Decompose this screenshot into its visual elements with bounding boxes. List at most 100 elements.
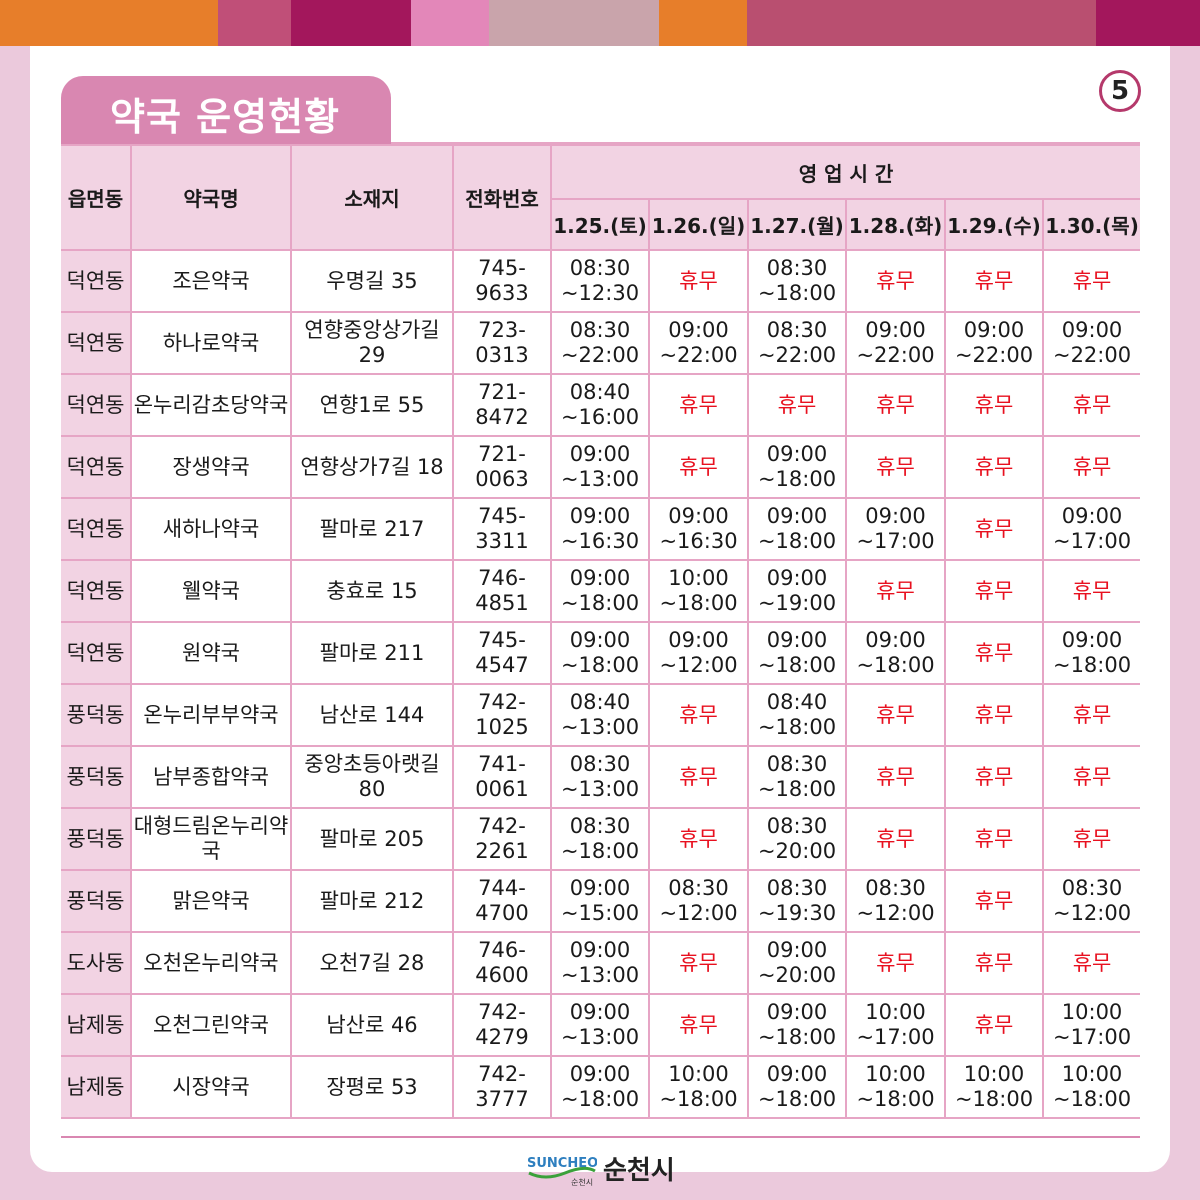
page-title: 약국 운영현황: [110, 95, 340, 139]
close-time: ~12:30: [560, 281, 640, 305]
cell-area: 남제동: [61, 1055, 132, 1119]
cell-hours: 휴무: [845, 807, 946, 871]
cell-pharmacy-name: 조은약국: [130, 249, 292, 313]
cell-area: 덕연동: [61, 249, 132, 313]
cell-area: 풍덕동: [61, 869, 132, 933]
cell-hours: 휴무: [944, 373, 1044, 437]
close-time: ~22:00: [757, 343, 837, 367]
table-row: 덕연동 웰약국 충효로 15 746-4851 09:00 ~18:00 10:00 ~18:…: [61, 559, 1141, 623]
open-time: 09:00: [569, 442, 631, 466]
open-time: 08:30: [1061, 876, 1123, 900]
closed-label: 휴무: [876, 454, 915, 479]
cell-hours: 휴무: [944, 683, 1044, 747]
cell-hours: 휴무: [845, 435, 946, 499]
cell-hours: 08:30 ~12:00: [648, 869, 749, 933]
cell-hours: 08:30 ~20:00: [747, 807, 847, 871]
closed-label: 휴무: [1072, 392, 1112, 417]
open-time: 08:40: [569, 690, 631, 714]
table-row: 남제동 오천그린약국 남산로 46 742-4279 09:00 ~13:00 휴무 09:0…: [61, 993, 1141, 1057]
table-row: 덕연동 장생약국 연향상가7길 18 721-0063 09:00 ~13:00 휴무 09:…: [61, 435, 1141, 499]
table-bottom-line: [61, 1136, 1140, 1138]
closed-label: 휴무: [974, 640, 1014, 665]
cell-hours: 휴무: [944, 869, 1044, 933]
cell-hours: 10:00 ~17:00: [845, 993, 946, 1057]
open-time: 08:30: [865, 876, 926, 900]
cell-hours: 09:00 ~18:00: [747, 621, 847, 685]
close-time: ~18:00: [757, 777, 837, 801]
cell-area: 도사동: [61, 931, 132, 995]
cell-hours: 휴무: [845, 249, 946, 313]
cell-hours: 09:00 ~13:00: [550, 931, 650, 995]
table-row: 덕연동 원약국 팔마로 211 745-4547 09:00 ~18:00 09:00 ~12…: [61, 621, 1141, 685]
open-time: 09:00: [668, 318, 729, 342]
open-time: 09:00: [569, 876, 631, 900]
top-color-bar: [0, 0, 1200, 46]
cell-hours: 10:00 ~17:00: [1041, 993, 1141, 1057]
cell-hours: 09:00 ~18:00: [747, 993, 847, 1057]
cell-address: 우명길 35: [290, 249, 454, 313]
closed-label: 휴무: [1072, 268, 1112, 293]
cell-hours: 08:30 ~19:30: [747, 869, 847, 933]
open-time: 09:00: [569, 938, 631, 962]
cell-address: 연향상가7길 18: [290, 435, 454, 499]
cell-hours: 09:00 ~15:00: [550, 869, 650, 933]
open-time: 09:00: [766, 442, 828, 466]
open-time: 09:00: [766, 628, 828, 652]
close-time: ~12:00: [659, 653, 738, 677]
open-time: 08:40: [766, 690, 828, 714]
close-time: ~18:00: [560, 1087, 640, 1111]
close-time: ~16:00: [560, 405, 640, 429]
open-time: 09:00: [569, 1000, 631, 1024]
close-time: ~13:00: [560, 715, 640, 739]
cell-hours: 09:00 ~18:00: [1041, 621, 1141, 685]
open-time: 09:00: [1061, 318, 1123, 342]
closed-label: 휴무: [1072, 702, 1112, 727]
cell-address: 연향1로 55: [290, 373, 454, 437]
cell-address: 장평로 53: [290, 1055, 454, 1119]
table-row: 남제동 시장약국 장평로 53 742-3777 09:00 ~18:00 10:00 ~18…: [61, 1055, 1141, 1119]
table-row: 덕연동 새하나약국 팔마로 217 745-3311 09:00 ~16:30 09:00 ~…: [61, 497, 1141, 561]
cell-hours: 08:30 ~18:00: [747, 745, 847, 809]
cell-phone: 746-4600: [452, 931, 552, 995]
open-time: 09:00: [766, 1062, 828, 1086]
open-time: 09:00: [865, 504, 926, 528]
bar-seg: [218, 0, 291, 46]
cell-hours: 09:00 ~22:00: [1041, 311, 1141, 375]
cell-address: 충효로 15: [290, 559, 454, 623]
cell-hours: 휴무: [648, 807, 749, 871]
cell-hours: 휴무: [648, 435, 749, 499]
closed-label: 휴무: [974, 392, 1014, 417]
open-time: 10:00: [1061, 1062, 1123, 1086]
title-tab: [61, 76, 391, 144]
bar-seg: [747, 0, 1096, 46]
table-body: 덕연동 조은약국 우명길 35 745-9633 08:30 ~12:30 휴무 08:30 ~…: [61, 249, 1141, 1119]
cell-hours: 휴무: [944, 931, 1044, 995]
header-top-line: [391, 142, 1140, 144]
cell-hours: 09:00 ~16:30: [550, 497, 650, 561]
cell-phone: 742-3777: [452, 1055, 552, 1119]
open-time: 08:30: [569, 814, 631, 838]
table-row: 풍덕동 온누리부부약국 남산로 144 742-1025 08:40 ~13:00 휴무 08…: [61, 683, 1141, 747]
open-time: 08:30: [766, 318, 828, 342]
suncheon-logo-mark: SUNCHEON 순천시: [527, 1156, 597, 1187]
cell-pharmacy-name: 맑은약국: [130, 869, 292, 933]
cell-hours: 휴무: [845, 373, 946, 437]
open-time: 08:30: [569, 752, 631, 776]
cell-hours: 휴무: [648, 683, 749, 747]
open-time: 10:00: [1061, 1000, 1123, 1024]
open-time: 09:00: [569, 504, 631, 528]
close-time: ~12:00: [856, 901, 935, 925]
cell-pharmacy-name: 웰약국: [130, 559, 292, 623]
open-time: 09:00: [766, 1000, 828, 1024]
closed-label: 휴무: [974, 454, 1014, 479]
close-time: ~18:00: [954, 1087, 1034, 1111]
close-time: ~19:30: [757, 901, 837, 925]
open-time: 09:00: [963, 318, 1025, 342]
closed-label: 휴무: [679, 1012, 718, 1037]
closed-label: 휴무: [1072, 950, 1112, 975]
closed-label: 휴무: [777, 392, 817, 417]
close-time: ~17:00: [856, 529, 935, 553]
header-name: 약국명: [130, 144, 292, 251]
open-time: 09:00: [865, 628, 926, 652]
logo-wave: [528, 1166, 596, 1178]
